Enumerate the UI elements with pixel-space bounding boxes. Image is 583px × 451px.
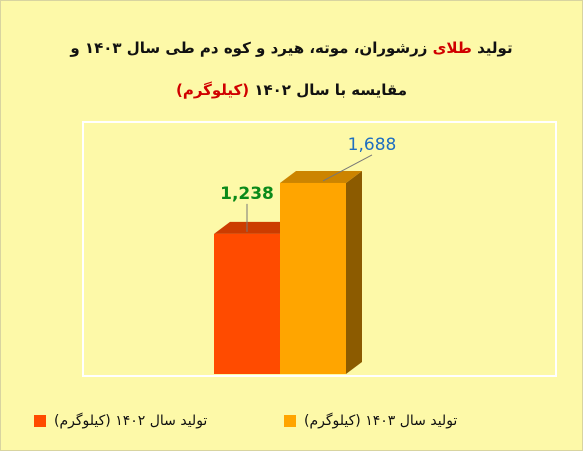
chart-title: تولید طلای زرشوران، موته، هیرد و کوه دم … <box>1 39 582 57</box>
title-part: تولید <box>477 39 513 57</box>
legend-label: تولید سال ۱۴۰۲ (کیلوگرم) <box>54 413 208 429</box>
leader-line <box>322 154 373 182</box>
legend-swatch <box>34 415 46 427</box>
bar-top <box>280 170 362 183</box>
plot-area <box>82 121 557 377</box>
bar-top <box>214 221 296 234</box>
legend-item: تولید سال ۱۴۰۳ (کیلوگرم) <box>284 413 457 429</box>
legend-item: تولید سال ۱۴۰۲ (کیلوگرم) <box>34 413 207 429</box>
legend-swatch <box>284 415 296 427</box>
legend-label: تولید سال ۱۴۰۳ (کیلوگرم) <box>304 413 458 429</box>
title-part: طلای <box>432 39 472 57</box>
bar <box>214 233 280 374</box>
subtitle-part: (کیلوگرم) <box>175 81 250 99</box>
value-label: 1,688 <box>348 135 397 155</box>
value-label: 1,238 <box>220 184 274 204</box>
chart-subtitle: مقایسه با سال ۱۴۰۲ (کیلوگرم) <box>1 81 582 99</box>
title-part: زرشوران، موته، هیرد و کوه دم طی سال ۱۴۰۳… <box>70 39 428 57</box>
subtitle-part: مقایسه با سال ۱۴۰۲ <box>254 81 408 99</box>
bar-side <box>346 170 362 374</box>
bar <box>280 182 346 374</box>
